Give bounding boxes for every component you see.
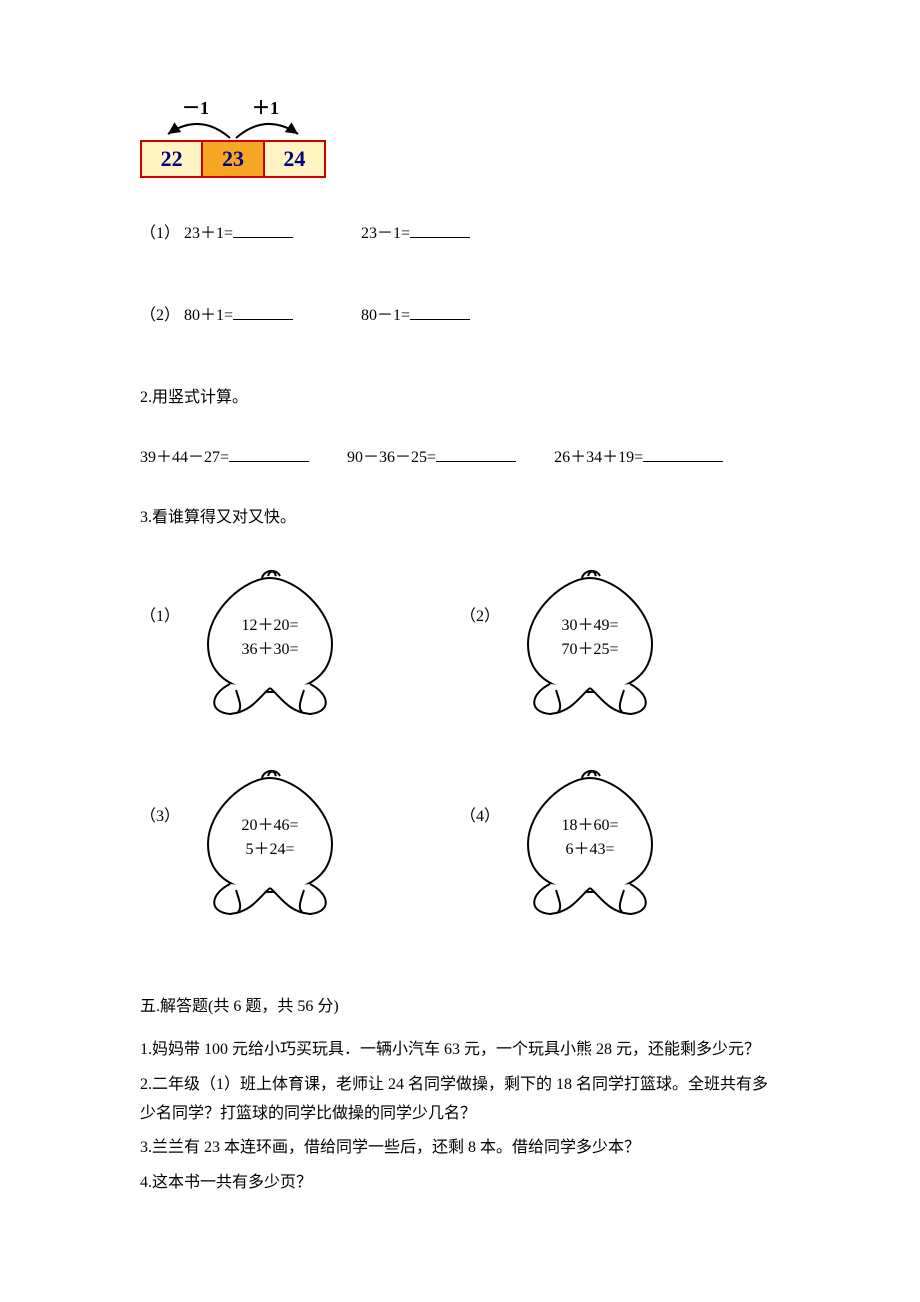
q1p1-label: （1） — [140, 225, 180, 242]
number-cell: 24 — [265, 142, 324, 176]
q2b: 90－36－25= — [347, 449, 436, 466]
number-cell: 22 — [142, 142, 203, 176]
number-cell: 23 — [203, 142, 264, 176]
peach-number: （2） — [460, 562, 510, 626]
peach-grid: （1） 12＋20=36＋30=（2） 30＋49=70＋25=（3） — [140, 562, 780, 962]
blank — [233, 303, 293, 320]
worksheet-page: －1 ＋1 222324 （1） 23＋1= 23－1= （2） 80＋1= 8… — [0, 0, 920, 1264]
peach-shape: 12＋20=36＋30= — [190, 562, 350, 722]
peach-equations: 12＋20=36＋30= — [190, 614, 350, 662]
q1p1b: 23－1= — [361, 225, 410, 242]
peach-number: （4） — [460, 762, 510, 826]
blank — [643, 445, 723, 462]
q3-title: 3.看谁算得又对又快。 — [140, 502, 780, 534]
q1-part2: （2） 80＋1= 80－1= — [140, 300, 780, 332]
blank — [410, 303, 470, 320]
section5-body: 1.妈妈带 100 元给小巧买玩具．一辆小汽车 63 元，一个玩具小熊 28 元… — [140, 1036, 780, 1198]
answer-question: 4.这本书一共有多少页？ — [140, 1169, 780, 1198]
number-diagram: －1 ＋1 222324 — [140, 100, 780, 178]
peach-equations: 20＋46=5＋24= — [190, 814, 350, 862]
q2c: 26＋34＋19= — [554, 449, 643, 466]
q1p1a: 23＋1= — [184, 225, 233, 242]
plus-one-label: ＋1 — [252, 94, 279, 120]
number-boxes: 222324 — [140, 140, 326, 178]
blank — [410, 221, 470, 238]
blank — [229, 445, 309, 462]
section5-title: 五.解答题(共 6 题，共 56 分) — [140, 992, 780, 1016]
q1p2a: 80＋1= — [184, 307, 233, 324]
arc-svg — [140, 100, 326, 140]
peach-shape: 18＋60=6＋43= — [510, 762, 670, 922]
q2-row: 39＋44－27= 90－36－25= 26＋34＋19= — [140, 442, 780, 474]
minus-one-label: －1 — [182, 94, 209, 120]
peach-item: （4） 18＋60=6＋43= — [460, 762, 780, 922]
blank — [436, 445, 516, 462]
q2-title: 2.用竖式计算。 — [140, 382, 780, 414]
peach-number: （3） — [140, 762, 190, 826]
peach-shape: 30＋49=70＋25= — [510, 562, 670, 722]
diagram-arcs: －1 ＋1 — [140, 100, 326, 140]
answer-question: 2.二年级（1）班上体育课，老师让 24 名同学做操，剩下的 18 名同学打篮球… — [140, 1071, 780, 1129]
answer-question: 1.妈妈带 100 元给小巧买玩具．一辆小汽车 63 元，一个玩具小熊 28 元… — [140, 1036, 780, 1065]
peach-item: （2） 30＋49=70＋25= — [460, 562, 780, 722]
q1p2b: 80－1= — [361, 307, 410, 324]
q1-part1: （1） 23＋1= 23－1= — [140, 218, 780, 250]
blank — [233, 221, 293, 238]
peach-item: （1） 12＋20=36＋30= — [140, 562, 460, 722]
peach-number: （1） — [140, 562, 190, 626]
peach-item: （3） 20＋46=5＋24= — [140, 762, 460, 922]
q2a: 39＋44－27= — [140, 449, 229, 466]
answer-question: 3.兰兰有 23 本连环画，借给同学一些后，还剩 8 本。借给同学多少本？ — [140, 1134, 780, 1163]
q1p2-label: （2） — [140, 307, 180, 324]
peach-equations: 30＋49=70＋25= — [510, 614, 670, 662]
peach-equations: 18＋60=6＋43= — [510, 814, 670, 862]
peach-shape: 20＋46=5＋24= — [190, 762, 350, 922]
